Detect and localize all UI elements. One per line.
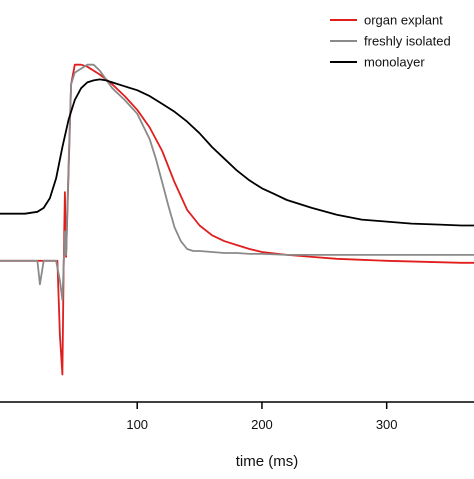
legend-label: monolayer [364,55,425,70]
x-tick-label: 300 [376,417,398,432]
x-tick-label: 100 [126,417,148,432]
series-line-2 [0,63,474,301]
series-line-3 [0,78,474,227]
x-axis-ticks: 100 200 300 [126,402,398,432]
legend: organ explant freshly isolated monolayer [330,13,451,70]
series-layer [0,63,474,376]
legend-label: organ explant [364,13,443,28]
x-axis-label: time (ms) [236,453,299,470]
legend-label: freshly isolated [364,34,451,49]
x-tick-label: 200 [251,417,273,432]
plot-area: 100 200 300 [0,63,474,432]
